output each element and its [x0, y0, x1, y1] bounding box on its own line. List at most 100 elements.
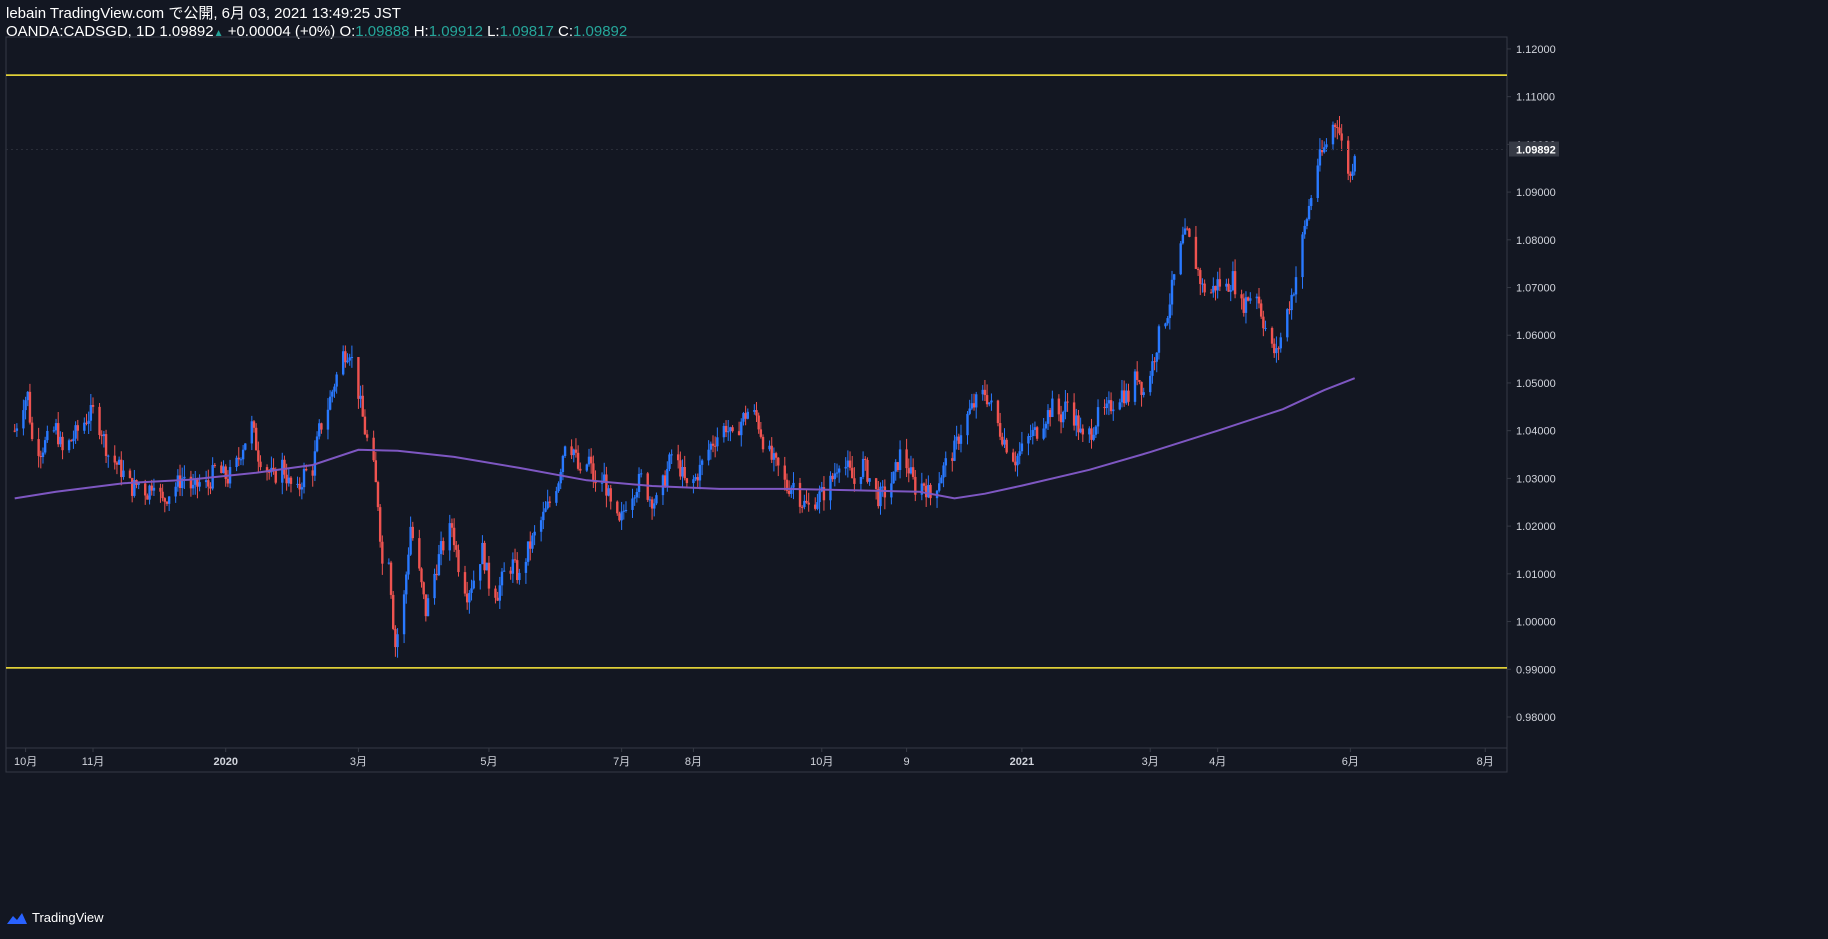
- candle-body: [539, 520, 543, 532]
- candle-body: [574, 449, 578, 453]
- candle-body: [607, 488, 610, 496]
- candle-body: [437, 554, 441, 576]
- candle-body: [816, 502, 819, 509]
- moving-average-line: [14, 377, 1356, 500]
- candle-body: [1020, 443, 1024, 452]
- candle-body: [344, 351, 347, 363]
- candle-body: [1029, 436, 1032, 438]
- candle-body: [670, 454, 673, 456]
- candle-body: [589, 456, 593, 464]
- time-tick-label: 5月: [480, 756, 497, 768]
- candle-body: [851, 467, 854, 479]
- candle-body: [328, 396, 332, 410]
- price-tick-label: 1.02000: [1516, 521, 1556, 533]
- candle-body: [624, 509, 628, 511]
- time-tick-label: 6月: [1342, 756, 1359, 768]
- candle-body: [942, 465, 945, 478]
- candle-body: [331, 391, 334, 397]
- candle-body: [220, 465, 223, 474]
- candle-body: [844, 466, 847, 469]
- time-axis[interactable]: 10月 11月 2020 3月 5月 7月 8月 10月 9 2021 3月 4月 6月 8月: [14, 748, 1494, 768]
- last-price-label: 1.09892: [1516, 145, 1556, 157]
- candle-body: [1092, 434, 1095, 440]
- candle-body: [1172, 274, 1176, 280]
- candle-body: [91, 405, 95, 407]
- candle-body: [859, 476, 863, 484]
- candle-body: [700, 460, 704, 465]
- candlesticks: [13, 115, 1356, 658]
- candle-body: [1338, 127, 1341, 134]
- time-tick-label: 10月: [14, 756, 37, 768]
- candle-body: [1090, 428, 1093, 440]
- candle-body: [663, 475, 667, 487]
- candle-body: [311, 470, 314, 476]
- candle-body: [585, 464, 589, 471]
- candle-body: [731, 427, 734, 432]
- candle-body: [207, 480, 210, 487]
- candle-body: [122, 470, 125, 478]
- candle-body: [146, 495, 149, 500]
- last-price-badge: [1509, 141, 1559, 157]
- candle-body: [579, 468, 582, 471]
- candle-body: [496, 597, 499, 601]
- candle-body: [318, 423, 321, 437]
- candle-body: [1109, 400, 1113, 412]
- candle-body: [716, 437, 719, 447]
- candle-body: [1188, 228, 1191, 237]
- candle-body: [896, 462, 900, 471]
- candle-body: [300, 487, 304, 490]
- candle-body: [1212, 285, 1215, 293]
- candle-body: [892, 471, 895, 484]
- candle-body: [894, 462, 897, 472]
- footer-brand[interactable]: TradingView: [6, 910, 104, 925]
- time-tick-label: 4月: [1209, 756, 1226, 768]
- candle-body: [592, 463, 595, 482]
- candle-body: [1349, 173, 1352, 176]
- candle-body: [1246, 297, 1250, 301]
- candle-body: [1305, 219, 1309, 226]
- candle-body: [1353, 156, 1356, 172]
- candle-body: [152, 487, 156, 491]
- candle-body: [1262, 316, 1265, 329]
- candle-body: [59, 436, 62, 445]
- candle-body: [1046, 410, 1050, 424]
- candle-body: [346, 360, 349, 363]
- candle-body: [1264, 328, 1267, 330]
- candle-body: [1240, 294, 1243, 299]
- price-axis[interactable]: 1.120001.110001.100001.090001.080001.070…: [6, 44, 1559, 724]
- candle-body: [761, 436, 765, 450]
- candle-body: [100, 434, 103, 437]
- candle-body: [685, 478, 689, 484]
- moving-average: [14, 377, 1356, 500]
- candle-body: [159, 487, 162, 492]
- candle-body: [224, 466, 227, 479]
- candle-body: [555, 491, 558, 503]
- candle-body: [37, 439, 40, 456]
- candle-body: [1133, 371, 1137, 402]
- candle-body: [740, 421, 743, 436]
- candle-body: [1142, 392, 1145, 395]
- candle-body: [498, 585, 502, 601]
- candle-body: [102, 434, 106, 437]
- time-tick-label: 2020: [213, 756, 237, 768]
- candle-body: [603, 474, 606, 483]
- candle-body: [576, 452, 580, 469]
- high-label: H:: [413, 23, 429, 40]
- candle-body: [1125, 390, 1128, 404]
- candle-body: [1181, 234, 1185, 244]
- price-tick-label: 1.00000: [1516, 617, 1556, 629]
- candle-body: [648, 499, 652, 501]
- candle-body: [396, 634, 399, 648]
- candle-body: [666, 468, 669, 487]
- candle-body: [529, 541, 532, 549]
- candle-body: [594, 481, 597, 484]
- candle-body: [372, 437, 375, 461]
- candle-body: [800, 506, 804, 508]
- candle-body: [268, 471, 271, 473]
- candle-body: [485, 562, 488, 571]
- candle-body: [424, 594, 428, 617]
- candle-body: [39, 455, 43, 458]
- candle-body: [502, 570, 506, 572]
- candle-body: [1340, 133, 1343, 141]
